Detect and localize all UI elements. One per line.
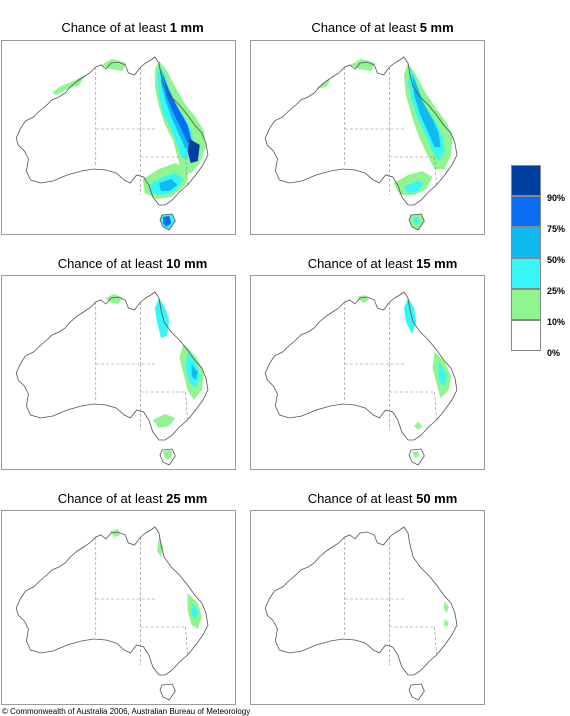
title-threshold: 15 mm (416, 256, 458, 271)
title-prefix: Chance of at least (57, 256, 167, 271)
legend-swatch-25 (511, 258, 541, 289)
australia-coastline (264, 291, 458, 441)
map-frame (250, 510, 485, 705)
legend-label-75: 75% (547, 224, 566, 234)
rain-probability-region (191, 364, 198, 380)
rain-probability-region (403, 181, 425, 193)
australia-rainfall-map (15, 56, 209, 231)
legend-swatch-0 (511, 320, 541, 351)
tasmania-coastline (408, 683, 425, 701)
rain-probability-region (412, 73, 441, 147)
rain-probability-region (156, 537, 164, 557)
state-border (185, 391, 188, 421)
panel-title: Chance of at least 5 mm (265, 20, 500, 35)
title-threshold: 10 mm (166, 256, 208, 271)
rain-probability-region (110, 529, 121, 537)
legend-swatch-90 (511, 165, 541, 196)
australia-rainfall-map (264, 526, 458, 701)
state-border (185, 626, 188, 656)
rain-probability-region (154, 298, 170, 338)
australia-coastline (15, 526, 209, 676)
rain-probability-region (159, 179, 178, 191)
tasmania-coastline (159, 683, 176, 701)
title-prefix: Chance of at least (61, 20, 170, 35)
rain-probability-region (163, 216, 172, 227)
rain-probability-region (413, 217, 420, 225)
legend-swatch-75 (511, 196, 541, 227)
australia-rainfall-map (15, 526, 209, 701)
rain-probability-region (349, 59, 376, 71)
map-layer (264, 526, 458, 701)
panel-title: Chance of at least 25 mm (15, 491, 250, 506)
title-threshold: 50 mm (416, 491, 458, 506)
map-layer (264, 291, 458, 466)
map-layer (264, 56, 458, 231)
tasmania-coastline (159, 213, 176, 231)
legend-label-25: 25% (547, 286, 566, 296)
rain-probability-region (104, 294, 123, 304)
legend-swatch-10 (511, 289, 541, 320)
panel-title: Chance of at least 1 mm (15, 20, 250, 35)
title-prefix: Chance of at least (307, 491, 417, 506)
title-prefix: Chance of at least (307, 256, 417, 271)
title-prefix: Chance of at least (311, 20, 420, 35)
map-layer (15, 56, 209, 231)
panel-title: Chance of at least 50 mm (265, 491, 500, 506)
tasmania-coastline (159, 448, 176, 466)
legend-label-10: 10% (547, 317, 566, 327)
rain-probability-region (163, 450, 173, 460)
map-layer (15, 526, 209, 701)
tasmania-coastline (408, 448, 425, 466)
rain-probability-region (100, 59, 127, 71)
map-frame (1, 40, 236, 235)
legend-swatch-50 (511, 227, 541, 258)
australia-coastline (264, 526, 458, 676)
title-threshold: 1 mm (169, 20, 204, 35)
australia-coastline (15, 56, 209, 206)
map-frame (250, 275, 485, 470)
australia-rainfall-map (264, 291, 458, 466)
rain-probability-region (403, 298, 417, 334)
state-border (434, 391, 437, 421)
rain-probability-region (51, 75, 86, 95)
rain-probability-region (152, 414, 176, 428)
rain-probability-region (191, 603, 198, 619)
rain-probability-region (443, 601, 449, 613)
title-prefix: Chance of at least (57, 491, 167, 506)
map-frame (250, 40, 485, 235)
rain-probability-region (443, 619, 449, 627)
copyright-notice: © Commonwealth of Australia 2006, Austra… (2, 707, 251, 716)
map-frame (1, 275, 236, 470)
rain-probability-region (438, 362, 447, 386)
rain-probability-region (187, 139, 200, 163)
legend-label-0: 0% (547, 348, 561, 358)
australia-rainfall-map (264, 56, 458, 231)
australia-coastline (264, 56, 458, 206)
title-threshold: 25 mm (166, 491, 208, 506)
legend-label-90: 90% (547, 193, 566, 203)
australia-coastline (15, 291, 209, 441)
rain-probability-region (163, 75, 192, 143)
tasmania-coastline (408, 213, 425, 231)
map-layer (15, 291, 209, 466)
title-threshold: 5 mm (419, 20, 454, 35)
map-frame (1, 510, 236, 705)
australia-rainfall-map (15, 291, 209, 466)
panel-title: Chance of at least 10 mm (15, 256, 250, 271)
legend-label-50: 50% (547, 255, 566, 265)
state-border (434, 626, 437, 656)
rain-probability-region (414, 422, 423, 430)
panel-title: Chance of at least 15 mm (265, 256, 500, 271)
rain-probability-region (412, 451, 420, 458)
